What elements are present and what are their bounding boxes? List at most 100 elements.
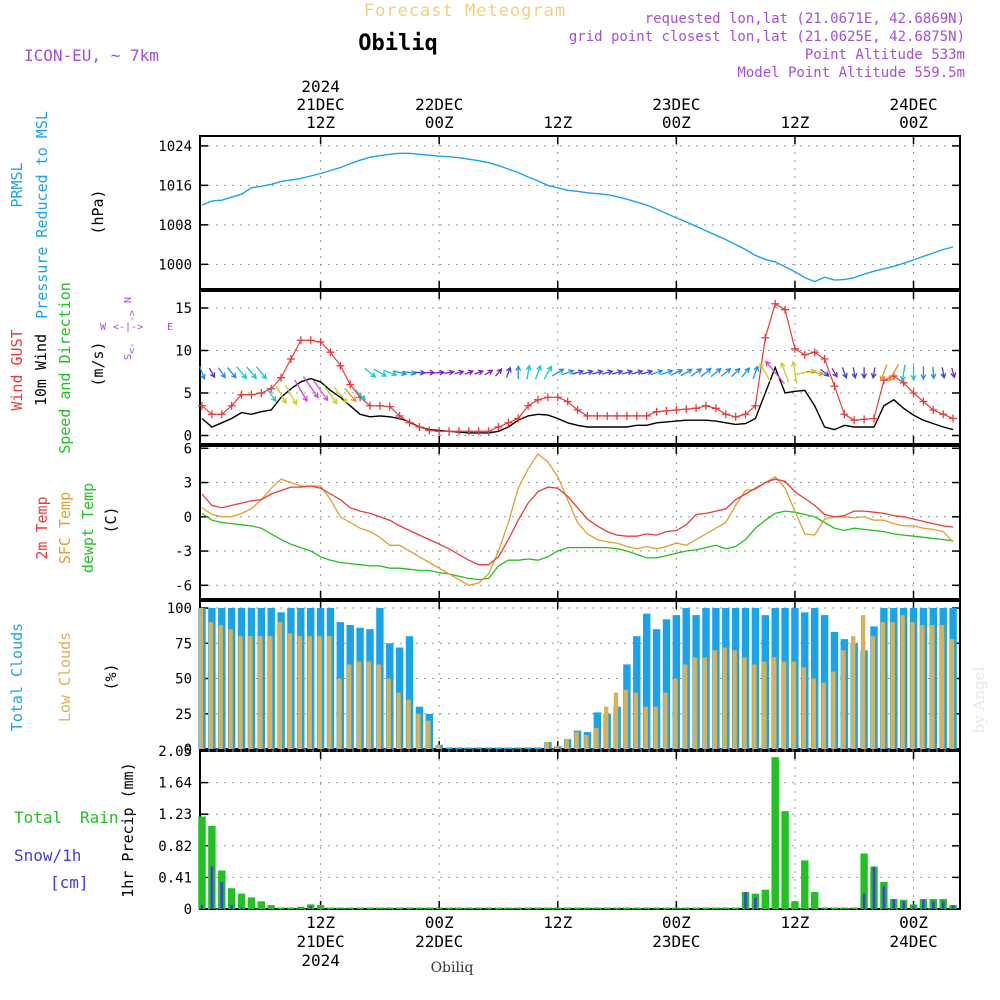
wind-arrow xyxy=(373,368,388,377)
rain-bar xyxy=(554,907,562,909)
top-hour-label: 12Z xyxy=(543,113,572,132)
requested-coordinates: requested lon,lat (21.0671E, 42.6869N) xyxy=(645,11,965,27)
rain-bar xyxy=(445,907,453,909)
gust-marker xyxy=(731,412,740,421)
low-cloud-bar xyxy=(949,639,955,749)
low-cloud-bar xyxy=(386,678,391,749)
wind-arrow xyxy=(831,368,838,379)
bottom-year-label: 2024 xyxy=(301,951,340,970)
wind-arrow xyxy=(710,367,722,378)
snow-bar xyxy=(754,897,757,909)
low-cloud-bar xyxy=(633,692,638,749)
wind-arrow xyxy=(940,367,947,380)
gust-marker xyxy=(316,338,325,346)
gust-marker xyxy=(613,411,622,420)
rain-bar xyxy=(386,907,394,909)
wind-arrow xyxy=(930,366,937,380)
snow-label: Snow/1h xyxy=(14,846,81,865)
wind-arrow xyxy=(454,369,465,376)
gust-marker xyxy=(939,410,948,419)
low-cloud-bar xyxy=(702,657,708,749)
wind-arrow xyxy=(551,368,565,377)
rain-bar xyxy=(544,907,552,909)
gust-marker xyxy=(761,333,770,342)
panel-labels: PRMSL Pressure Reduced to MSL (hPa) Wind… xyxy=(8,111,137,898)
rain-label: Rain xyxy=(80,808,119,827)
wind-arrow xyxy=(790,360,798,384)
bottom-hour-label: 12Z xyxy=(306,913,335,932)
wind-arrow xyxy=(284,384,298,406)
low-cloud-bar xyxy=(554,746,559,749)
rain-bar xyxy=(356,907,364,909)
total-cloud-bar xyxy=(662,619,671,749)
compass-ew-arrows: <-|-> xyxy=(113,322,143,333)
gust-marker xyxy=(929,406,938,414)
rain-bar xyxy=(287,907,295,909)
wind-arrow xyxy=(199,366,206,381)
rain-bar xyxy=(534,907,542,909)
rain-bar xyxy=(237,893,246,909)
y-tick-label: -6 xyxy=(175,578,192,594)
wind-arrow xyxy=(592,369,604,376)
wind-arrow xyxy=(266,387,277,403)
wind-arrow xyxy=(226,367,237,379)
wind-arrow xyxy=(484,369,494,376)
gust-marker xyxy=(198,401,206,410)
wind-arrow xyxy=(690,368,703,377)
low-cloud-bar xyxy=(890,622,895,749)
snow-bar xyxy=(941,901,945,909)
gust-marker xyxy=(682,405,691,414)
rain-bar xyxy=(830,907,839,909)
wind-arrow xyxy=(302,376,319,399)
low-cloud-bar xyxy=(781,661,787,749)
snow-bar xyxy=(862,893,866,909)
low-cloud-bar xyxy=(900,615,905,749)
rain-bar xyxy=(603,907,611,909)
rain-bar xyxy=(672,907,680,909)
wind-arrow xyxy=(217,367,226,379)
rain-bar xyxy=(336,907,344,909)
top-date-label: 22DEC xyxy=(415,95,463,114)
rain-bar xyxy=(395,907,404,909)
precip-unit-label: 1hr Precip (mm) xyxy=(119,762,137,897)
wind-arrow xyxy=(403,370,417,376)
wind-arrow xyxy=(208,367,216,379)
low-cloud-bar xyxy=(356,661,362,749)
low-cloud-bar xyxy=(880,622,886,749)
rain-bar xyxy=(692,907,700,909)
rain-bar xyxy=(504,907,512,909)
rain-bar xyxy=(297,906,305,909)
low-cloud-bar xyxy=(574,732,579,749)
top-axis-year: 2024 xyxy=(301,77,340,96)
model-point-altitude: Model Point Altitude 559.5m xyxy=(737,65,965,81)
gust-marker xyxy=(534,395,542,404)
rain-bar xyxy=(781,811,789,909)
wind-arrow xyxy=(464,369,475,376)
gust-marker xyxy=(573,406,582,414)
gust-marker xyxy=(711,404,720,413)
pressure-unit-label: (hPa) xyxy=(89,189,107,234)
low-cloud-bar xyxy=(277,622,283,749)
gust-marker xyxy=(662,406,671,415)
wind-arrow xyxy=(680,368,693,377)
rain-bar xyxy=(682,907,690,909)
gust-marker xyxy=(247,390,256,399)
low-cloud-bar xyxy=(406,699,411,749)
gust-marker xyxy=(286,355,295,363)
gust-marker xyxy=(830,382,839,391)
panel-frame xyxy=(199,750,961,910)
wind-arrow xyxy=(861,367,868,380)
gust-marker xyxy=(642,411,651,420)
rain-bar xyxy=(484,907,493,909)
wind-arrow xyxy=(765,360,785,385)
snow-unit-label: [cm] xyxy=(50,873,89,892)
total-cloud-bar xyxy=(484,747,493,749)
top-date-label: 23DEC xyxy=(652,95,700,114)
low-cloud-bar xyxy=(604,706,609,749)
rain-bar xyxy=(257,901,265,909)
low-cloud-bar xyxy=(366,661,372,749)
gust-marker xyxy=(860,415,869,424)
clouds-unit-label: (%) xyxy=(102,663,120,690)
gust-marker xyxy=(771,299,780,308)
pressure-msl-label: Pressure Reduced to MSL xyxy=(33,111,51,319)
